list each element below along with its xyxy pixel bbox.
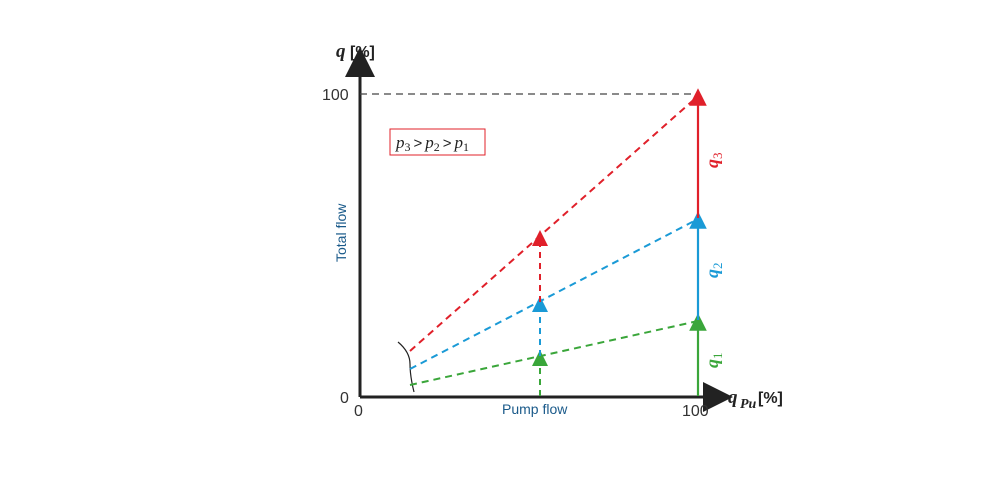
svg-text:q1: q1: [702, 353, 725, 369]
legend-box: [389, 128, 486, 156]
red-flow-line: [409, 95, 699, 352]
x-axis-subscript: Pu: [740, 397, 757, 412]
x-axis-symbol: q: [728, 387, 738, 408]
blue-flow-line: [409, 218, 699, 370]
y-tick-zero: 0: [340, 390, 349, 407]
x-tick-max: 100: [682, 403, 709, 420]
svg-text:q2: q2: [702, 263, 725, 279]
y-axis-symbol: q: [336, 41, 346, 62]
green-flow-line: [409, 320, 699, 386]
q1-label: q1: [702, 353, 725, 369]
x-axis-unit: [%]: [758, 390, 783, 407]
svg-text:q3: q3: [702, 153, 725, 169]
q3-label: q3: [702, 153, 725, 169]
q2-label: q2: [702, 263, 725, 279]
y-tick-max: 100: [322, 87, 349, 104]
x-tick-zero: 0: [354, 403, 363, 420]
x-axis-caption: Pump flow: [502, 401, 568, 417]
origin-bracket: [397, 341, 415, 393]
y-axis-unit: [%]: [350, 44, 375, 61]
y-axis-caption: Total flow: [333, 203, 349, 262]
legend-inequality: p3 > p2 > p1: [395, 133, 469, 154]
